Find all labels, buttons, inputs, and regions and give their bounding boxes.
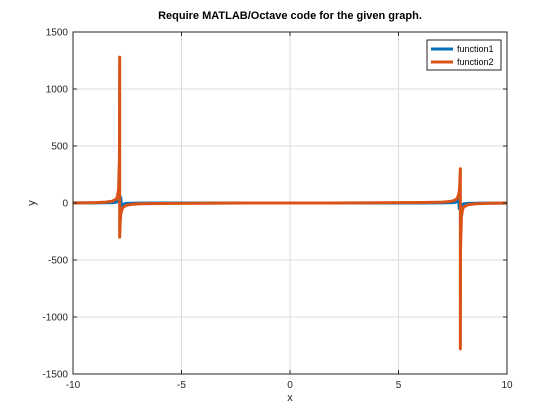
legend: function1 function2 — [426, 39, 502, 71]
x-tick-labels: -10 -5 0 5 10 — [66, 380, 513, 391]
x-axis-label: x — [287, 392, 293, 404]
y-tick-label: 1500 — [46, 28, 69, 39]
series-line-function2 — [73, 55, 507, 351]
y-tick-label: 500 — [51, 142, 68, 153]
x-tick-label: -5 — [177, 380, 186, 391]
legend-label-function1: function1 — [457, 44, 494, 54]
plot-area — [72, 31, 508, 375]
y-tick-label: 1000 — [46, 85, 69, 96]
chart-title: Require MATLAB/Octave code for the given… — [158, 10, 422, 22]
tick-marks — [72, 31, 508, 375]
x-tick-label: -10 — [66, 380, 81, 391]
y-axis-label: y — [26, 200, 38, 206]
y-tick-label: -1500 — [42, 370, 68, 381]
y-tick-label: 0 — [62, 199, 68, 210]
x-tick-label: 0 — [287, 380, 293, 391]
y-tick-label: -1000 — [42, 313, 68, 324]
y-tick-labels: -1500 -1000 -500 0 500 1000 1500 — [42, 28, 68, 381]
legend-label-function2: function2 — [457, 57, 494, 67]
x-tick-label: 10 — [501, 380, 513, 391]
y-tick-label: -500 — [48, 256, 68, 267]
x-tick-label: 5 — [396, 380, 402, 391]
legend-box — [426, 39, 502, 71]
series-layer — [73, 55, 507, 351]
